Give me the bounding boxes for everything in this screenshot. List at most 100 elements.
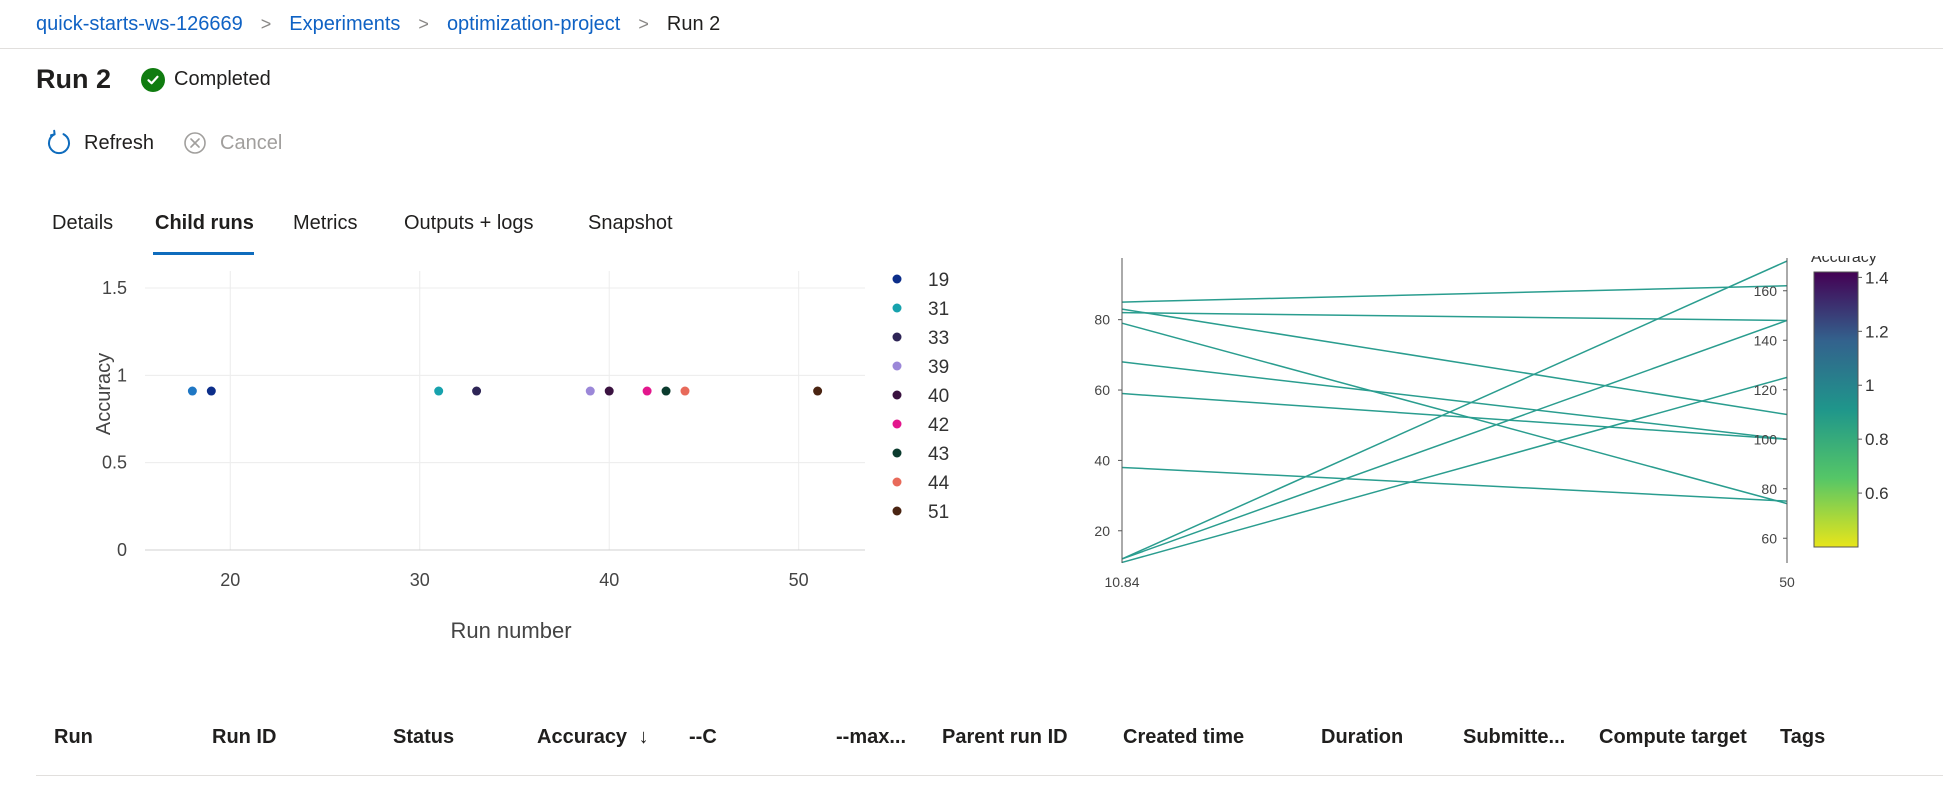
axis-2-tick-label: 160 bbox=[1754, 283, 1778, 299]
breadcrumb-experiments[interactable]: Experiments bbox=[289, 12, 401, 35]
scatter-point-run-43 bbox=[661, 386, 671, 396]
column-header-parent-run-id[interactable]: Parent run ID bbox=[942, 726, 1068, 748]
parallel-line bbox=[1121, 285, 1788, 303]
axis-2-tick-label: 120 bbox=[1754, 382, 1778, 398]
header-divider bbox=[0, 48, 1943, 49]
scatter-grid bbox=[145, 271, 865, 551]
page-title: Run 2 bbox=[36, 64, 112, 94]
legend-label-31: 31 bbox=[928, 299, 949, 320]
column-header-status[interactable]: Status bbox=[393, 726, 455, 748]
parallel-coordinates-plot: 20 40 60 80 10.84 60 80 100 120 140 160 50 Accuracy… bbox=[1094, 249, 1889, 590]
axis-1-tick-label: 80 bbox=[1094, 312, 1110, 328]
breadcrumb-separator: > bbox=[638, 13, 649, 34]
legend-marker-31 bbox=[892, 303, 902, 313]
breadcrumb-workspace[interactable]: quick-starts-ws-126669 bbox=[36, 12, 243, 35]
tab-details[interactable]: Details bbox=[52, 212, 114, 234]
breadcrumb-current: Run 2 bbox=[666, 12, 721, 35]
accuracy-scatter-chart: 20 30 40 50 0 0.5 1 1.5 19 31 33 39 40 42 43 44 51 Accu… bbox=[60, 256, 980, 661]
x-tick-label: 30 bbox=[410, 570, 430, 590]
scatter-tick-labels: 20 30 40 50 0 0.5 1 1.5 bbox=[102, 278, 809, 590]
accuracy-colorbar: Accuracy 0.6 0.8 1 1.2 1.4 bbox=[1811, 249, 1889, 548]
tab-child-runs[interactable]: Child runs bbox=[155, 212, 254, 234]
y-tick-label: 0.5 bbox=[102, 453, 127, 473]
legend-marker-51 bbox=[892, 506, 902, 516]
axis-1-tick-label: 60 bbox=[1094, 382, 1110, 398]
scatter-legend: 19 31 33 39 40 42 43 44 51 bbox=[892, 270, 950, 523]
column-header-run-id[interactable]: Run ID bbox=[212, 726, 277, 748]
active-tab-indicator bbox=[153, 252, 254, 255]
scatter-point-run-40 bbox=[604, 386, 614, 396]
parallel-line bbox=[1121, 376, 1788, 564]
legend-label-33: 33 bbox=[928, 328, 949, 349]
y-tick-label: 0 bbox=[117, 540, 127, 560]
cancel-button[interactable]: Cancel bbox=[180, 128, 282, 158]
y-tick-label: 1.5 bbox=[102, 278, 127, 298]
legend-marker-43 bbox=[892, 448, 902, 458]
breadcrumb-experiment[interactable]: optimization-project bbox=[446, 12, 621, 35]
column-header-compute-target[interactable]: Compute target bbox=[1599, 726, 1747, 748]
column-header-tags[interactable]: Tags bbox=[1780, 726, 1826, 748]
colorbar-tick-label: 0.6 bbox=[1865, 484, 1889, 503]
scatter-point-run-51 bbox=[813, 386, 823, 396]
parallel-line bbox=[1121, 319, 1788, 560]
tab-snapshot[interactable]: Snapshot bbox=[588, 212, 673, 234]
scatter-plot: 20 30 40 50 0 0.5 1 1.5 19 31 33 39 40 42 43 44 51 Accu… bbox=[93, 270, 950, 643]
sort-descending-icon: ↓ bbox=[638, 726, 649, 748]
scatter-points bbox=[187, 386, 823, 396]
parallel-line bbox=[1121, 260, 1788, 560]
scatter-point-run-33 bbox=[472, 386, 482, 396]
column-header-max[interactable]: --max... bbox=[836, 726, 907, 748]
x-tick-label: 50 bbox=[789, 570, 809, 590]
title-row: Run 2 Completed bbox=[36, 64, 271, 95]
axis-1-tick-label: 40 bbox=[1094, 452, 1110, 468]
axis-1-min-label: 10.84 bbox=[1104, 574, 1139, 590]
breadcrumb-separator: > bbox=[418, 13, 429, 34]
colorbar-gradient-bar bbox=[1813, 271, 1859, 548]
tab-outputs-logs[interactable]: Outputs + logs bbox=[404, 212, 534, 234]
refresh-icon bbox=[44, 128, 74, 158]
parallel-line bbox=[1121, 392, 1788, 440]
legend-label-40: 40 bbox=[928, 386, 949, 407]
parallel-line bbox=[1121, 361, 1788, 440]
column-header-submitted-by[interactable]: Submitte... bbox=[1463, 726, 1566, 748]
legend-marker-19 bbox=[892, 274, 902, 284]
status-text: Completed bbox=[174, 68, 271, 90]
parallel-line bbox=[1121, 466, 1788, 502]
parallel-line bbox=[1121, 311, 1788, 322]
column-header-duration[interactable]: Duration bbox=[1321, 726, 1404, 748]
scatter-x-axis-label: Run number bbox=[450, 618, 571, 643]
axis-2-tick-label: 140 bbox=[1754, 332, 1778, 348]
scatter-point-run-31 bbox=[434, 386, 444, 396]
y-tick-label: 1 bbox=[117, 365, 127, 385]
legend-label-44: 44 bbox=[928, 473, 950, 494]
colorbar-tick-label: 1.4 bbox=[1865, 268, 1889, 287]
legend-label-19: 19 bbox=[928, 270, 949, 291]
column-header-created-time[interactable]: Created time bbox=[1123, 726, 1245, 748]
legend-marker-44 bbox=[892, 477, 902, 487]
legend-label-43: 43 bbox=[928, 444, 949, 465]
checkmark-icon bbox=[141, 67, 166, 92]
tab-metrics[interactable]: Metrics bbox=[293, 212, 358, 234]
colorbar-tick-label: 0.8 bbox=[1865, 430, 1889, 449]
legend-label-42: 42 bbox=[928, 415, 949, 436]
refresh-button[interactable]: Refresh bbox=[44, 128, 154, 158]
legend-marker-40 bbox=[892, 390, 902, 400]
scatter-y-axis-label: Accuracy bbox=[93, 353, 115, 435]
breadcrumb: quick-starts-ws-126669 > Experiments > o… bbox=[36, 11, 720, 37]
axis-2-min-label: 50 bbox=[1779, 574, 1795, 590]
command-bar: Refresh Cancel bbox=[44, 128, 308, 158]
child-runs-table-header: Run Run ID Status Accuracy ↓ --C --max..… bbox=[36, 716, 1943, 776]
column-header-run[interactable]: Run bbox=[54, 726, 93, 748]
parallel-line bbox=[1121, 322, 1788, 505]
column-header-c[interactable]: --C bbox=[689, 726, 717, 748]
column-header-accuracy-label: Accuracy bbox=[537, 726, 628, 748]
colorbar-title: Accuracy bbox=[1811, 256, 1877, 266]
refresh-label: Refresh bbox=[84, 131, 155, 154]
cancel-icon bbox=[180, 128, 210, 158]
scatter-point bbox=[187, 386, 197, 396]
axis-2-tick-label: 100 bbox=[1754, 431, 1778, 447]
x-tick-label: 20 bbox=[220, 570, 240, 590]
legend-label-39: 39 bbox=[928, 357, 949, 378]
parallel-line bbox=[1121, 308, 1788, 416]
column-header-accuracy[interactable]: Accuracy ↓ bbox=[537, 726, 649, 749]
